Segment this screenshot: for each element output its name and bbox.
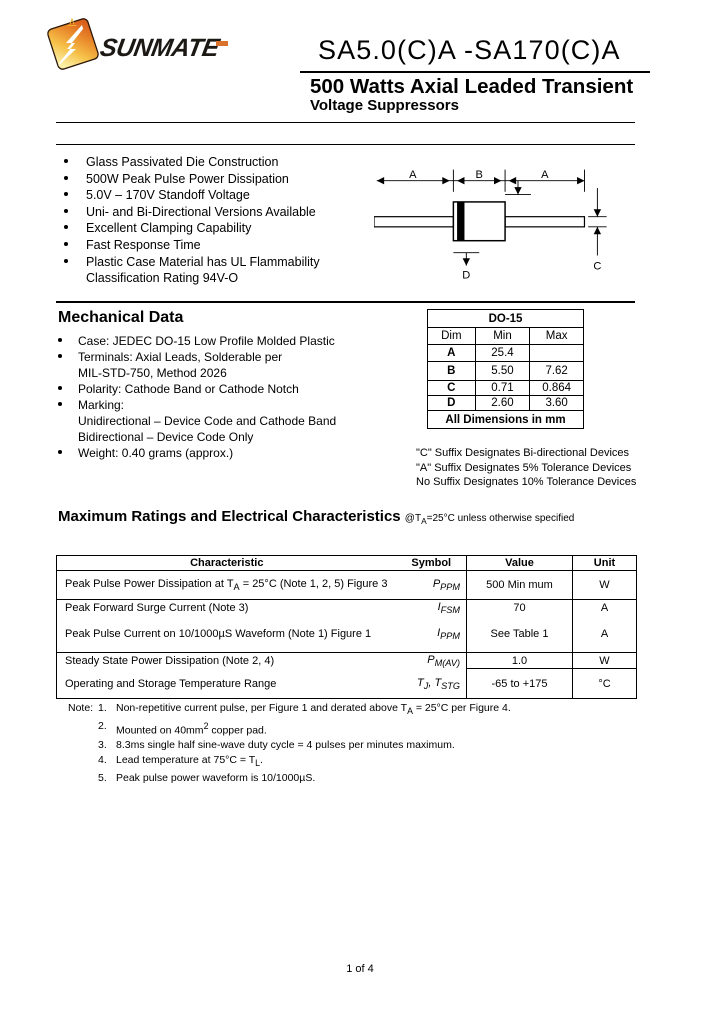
svg-text:B: B bbox=[476, 169, 483, 181]
svg-text:A: A bbox=[409, 169, 417, 181]
svg-text:A: A bbox=[541, 169, 549, 181]
svg-text:C: C bbox=[593, 260, 601, 272]
svg-text:D: D bbox=[462, 270, 470, 282]
